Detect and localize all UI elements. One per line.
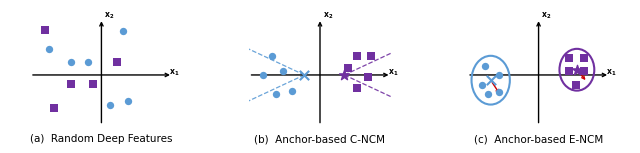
Point — [105, 104, 115, 107]
Text: (a)  Random Deep Features: (a) Random Deep Features — [30, 134, 173, 144]
Point — [300, 74, 310, 76]
Point — [351, 87, 362, 89]
Point — [88, 82, 98, 85]
Point — [122, 100, 132, 102]
Point — [483, 93, 493, 95]
Point — [343, 67, 353, 69]
Point — [66, 61, 76, 63]
Point — [66, 82, 76, 85]
Point — [259, 74, 269, 76]
Point — [564, 69, 574, 72]
Point — [44, 48, 54, 50]
Text: $\bf{x}_2$: $\bf{x}_2$ — [541, 10, 552, 21]
Text: $\bf{x}_1$: $\bf{x}_1$ — [607, 67, 617, 78]
Point — [278, 69, 289, 72]
Point — [494, 74, 504, 76]
Point — [118, 30, 128, 33]
Point — [83, 61, 93, 63]
Point — [271, 93, 282, 95]
Point — [365, 55, 376, 57]
Point — [571, 84, 581, 87]
Text: $\bf{x}_1$: $\bf{x}_1$ — [170, 67, 180, 78]
Point — [486, 79, 496, 81]
Point — [287, 89, 297, 92]
Point — [40, 28, 50, 31]
Text: $\bf{x}_1$: $\bf{x}_1$ — [388, 67, 398, 78]
Text: (b)  Anchor-based C-NCM: (b) Anchor-based C-NCM — [255, 134, 385, 144]
Text: $\bf{x}_2$: $\bf{x}_2$ — [323, 10, 333, 21]
Point — [267, 55, 277, 57]
Point — [112, 61, 122, 63]
Point — [494, 91, 504, 94]
Point — [579, 56, 589, 59]
Point — [49, 107, 59, 109]
Text: (c)  Anchor-based E-NCM: (c) Anchor-based E-NCM — [474, 134, 603, 144]
Text: $\bf{x}_2$: $\bf{x}_2$ — [104, 10, 115, 21]
Point — [351, 55, 362, 57]
Point — [564, 56, 574, 59]
Point — [579, 69, 589, 72]
Point — [363, 75, 373, 78]
Point — [477, 84, 487, 87]
Point — [339, 74, 349, 76]
Point — [572, 69, 582, 71]
Point — [479, 65, 490, 67]
